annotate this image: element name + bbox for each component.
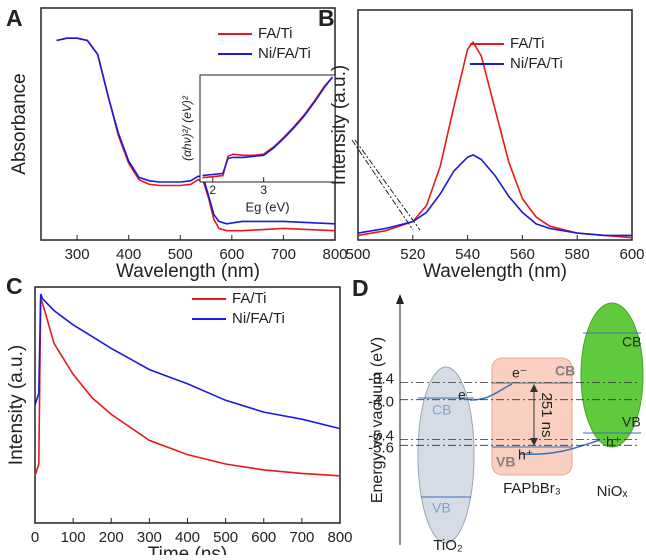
- x-axis-label: Eg (eV): [245, 199, 289, 214]
- x-tick-label: 600: [219, 246, 244, 263]
- material-label: NiOₓ: [597, 483, 628, 500]
- series-line: [34, 293, 341, 430]
- panel-label: C: [6, 273, 23, 299]
- material-label: TiO₂: [433, 537, 463, 554]
- x-tick-label: 800: [322, 246, 347, 263]
- x-tick-label: 600: [619, 246, 644, 263]
- arrowhead: [530, 384, 538, 392]
- carrier-label: h⁺: [606, 434, 621, 450]
- x-tick-label: 500: [168, 246, 193, 263]
- carrier-label: e⁻: [512, 365, 527, 381]
- legend-label: Ni/FA/Ti: [232, 310, 285, 327]
- y-axis-label: Intensity (a.u.): [329, 65, 350, 185]
- carrier-label: e⁻: [458, 387, 473, 403]
- x-tick-label: 580: [565, 246, 590, 263]
- tangent: [351, 139, 414, 231]
- y-axis-label: Intensity (a.u.): [6, 345, 27, 465]
- x-axis-label: Wavelength (nm): [423, 261, 567, 282]
- material-label: FAPbBr₃: [503, 480, 561, 497]
- legend-label: FA/Ti: [232, 290, 266, 307]
- x-tick-label: 600: [251, 529, 276, 546]
- lifetime-label: 251 ns: [538, 392, 555, 437]
- y-tick-label: -5.6: [368, 439, 394, 456]
- band-label: CB: [555, 363, 575, 379]
- hole-transfer: [519, 439, 601, 456]
- electron-transfer: [469, 383, 513, 401]
- legend-label: Ni/FA/Ti: [510, 55, 563, 72]
- x-tick-label: 400: [175, 529, 200, 546]
- x-tick-label: 700: [271, 246, 296, 263]
- y-axis-label: Absorbance: [9, 73, 30, 174]
- series-line: [34, 298, 341, 477]
- panel-label: A: [6, 5, 23, 31]
- band-label: VB: [432, 500, 451, 516]
- x-axis-label: Wavelength (nm): [116, 261, 260, 282]
- panel-d-shapes: [396, 294, 644, 545]
- tangent: [354, 139, 421, 231]
- x-tick-label: 300: [137, 529, 162, 546]
- x-tick-label: 500: [213, 529, 238, 546]
- band-label: VB: [496, 454, 515, 470]
- x-tick-label: 400: [116, 246, 141, 263]
- panel-label: B: [318, 5, 335, 31]
- series-line: [357, 154, 632, 237]
- x-tick-label: 520: [400, 246, 425, 263]
- y-axis-label: Energy vs vacuum (eV): [369, 337, 386, 503]
- x-tick-label: 200: [99, 529, 124, 546]
- series-line: [357, 40, 633, 239]
- x-tick-label: 700: [289, 529, 314, 546]
- x-tick-label: 0: [31, 529, 39, 546]
- legend-label: FA/Ti: [510, 35, 544, 52]
- band-label: CB: [432, 402, 451, 418]
- x-tick-label: 500: [345, 246, 370, 263]
- band-label: VB: [622, 414, 641, 430]
- x-tick-label: 560: [510, 246, 535, 263]
- y-axis-label: (αhν)²/ (eV)²: [180, 95, 194, 161]
- panel-label: D: [352, 275, 369, 301]
- nio-shape: [580, 302, 644, 448]
- series-line: [202, 76, 334, 177]
- plot-frame: [34, 286, 341, 524]
- tio2-shape: [417, 366, 475, 544]
- x-tick-label: 3: [260, 183, 267, 197]
- band-label: CB: [622, 334, 641, 350]
- y-tick-label: -5.4: [368, 428, 394, 445]
- y-tick-label: -3.4: [368, 371, 394, 388]
- series-line: [56, 37, 336, 225]
- carrier-label: h⁺: [518, 447, 533, 463]
- y-tick-label: -4.0: [368, 394, 394, 411]
- perovskite-shape: [491, 357, 573, 476]
- x-tick-label: 800: [327, 529, 352, 546]
- x-axis-label: Time (ns): [148, 544, 228, 555]
- arrowhead: [530, 438, 538, 446]
- x-tick-label: 300: [65, 246, 90, 263]
- plot-frame: [357, 9, 633, 241]
- x-tick-label: 100: [61, 529, 86, 546]
- plot-frame: [199, 74, 336, 183]
- legend-label: Ni/FA/Ti: [258, 45, 311, 62]
- arrowhead: [396, 294, 404, 304]
- x-tick-label: 2: [209, 183, 216, 197]
- x-tick-label: 540: [455, 246, 480, 263]
- legend-label: FA/Ti: [258, 25, 292, 42]
